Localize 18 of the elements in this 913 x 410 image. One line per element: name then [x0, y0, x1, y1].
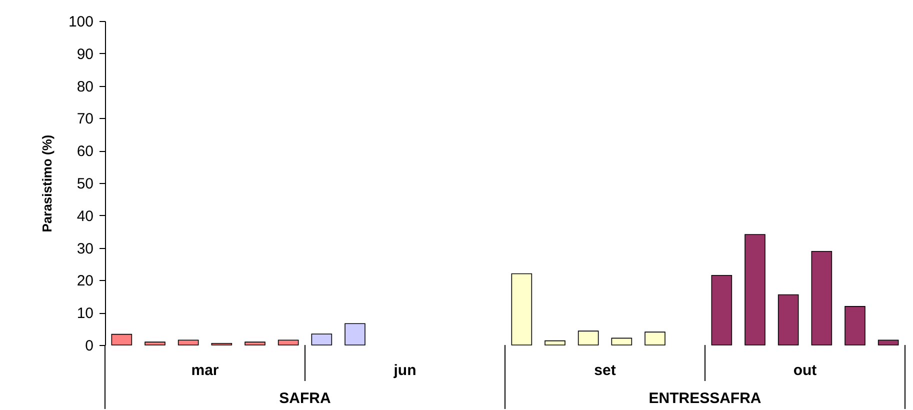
text: ENTRESSAFRA: [648, 390, 762, 407]
y-tick-label: 40: [76, 208, 94, 225]
y-tick-label: 100: [68, 14, 94, 30]
text: SAFRA: [279, 390, 331, 407]
x-tick-label: out: [793, 362, 817, 379]
y-axis-title: Parasistimo (%): [39, 134, 54, 232]
x-tick-label: mar: [191, 362, 219, 379]
y-tick-label: 30: [76, 240, 94, 258]
x-tick-label: jun: [392, 362, 416, 379]
y-tick-label: 20: [76, 272, 94, 290]
y-tick-label: 90: [76, 46, 94, 63]
x-tick-label: set: [594, 362, 616, 379]
y-tick-label: 0: [85, 338, 94, 354]
y-tick-label: 50: [76, 176, 94, 192]
y-tick-label: 80: [76, 78, 94, 96]
y-tick-label: 60: [76, 143, 94, 160]
y-tick-label: 70: [76, 110, 94, 128]
y-tick-label: 10: [76, 305, 94, 322]
